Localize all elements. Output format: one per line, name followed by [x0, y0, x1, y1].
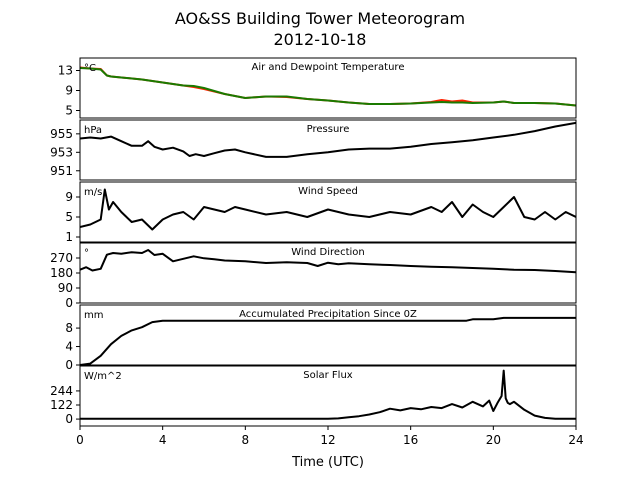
y-tick-label-3-3: 270	[50, 251, 73, 265]
y-tick-label-2-1: 5	[65, 210, 73, 224]
chart-title-line1: AO&SS Building Tower Meteorogram	[175, 9, 465, 28]
x-tick-label-6: 24	[568, 433, 583, 447]
x-axis: 0 4 8 12 16 20 24	[76, 426, 584, 447]
y-tick-label-1-0: 951	[50, 164, 73, 178]
series-line-2-0	[80, 188, 576, 231]
panel-title-1: Pressure	[307, 124, 350, 135]
y-tick-label-3-1: 90	[58, 281, 73, 295]
x-axis-label: Time (UTC)	[291, 455, 364, 470]
panel-title-5: Solar Flux	[303, 370, 353, 381]
y-tick-label-0-2: 13	[58, 64, 73, 78]
y-tick-label-3-2: 180	[50, 266, 73, 280]
y-tick-label-4-2: 8	[65, 321, 73, 335]
panel-title-0: Air and Dewpoint Temperature	[252, 62, 405, 73]
series-line-5-0	[80, 369, 576, 420]
y-tick-label-0-0: 5	[65, 104, 73, 118]
panel-1: 951 953 955 hPa Pressure	[50, 119, 577, 181]
panel-unit-1: hPa	[84, 125, 102, 136]
y-tick-label-3-0: 0	[65, 296, 73, 310]
panel-unit-4: mm	[84, 310, 103, 321]
panel-unit-5: W/m^2	[84, 371, 122, 382]
panel-title-2: Wind Speed	[298, 186, 358, 197]
series-line-4-0	[80, 316, 576, 365]
x-tick-label-3: 12	[320, 433, 335, 447]
y-tick-label-1-1: 953	[50, 145, 73, 159]
panel-frame-0	[79, 57, 577, 119]
panel-2: 1 5 9 m/s Wind Speed	[65, 181, 577, 244]
x-tick-label-4: 16	[403, 433, 418, 447]
panel-4: 0 4 8 mm Accumulated Precipitation Since 0Z	[65, 304, 577, 372]
series-line-0-1	[80, 67, 576, 107]
panel-unit-0: °C	[84, 63, 96, 74]
y-tick-label-2-0: 1	[65, 230, 73, 244]
panel-unit-2: m/s	[84, 187, 102, 198]
y-tick-label-5-0: 0	[65, 412, 73, 426]
panel-unit-3: °	[84, 248, 89, 259]
x-tick-label-2: 8	[242, 433, 250, 447]
y-tick-label-2-2: 9	[65, 190, 73, 204]
y-tick-label-5-1: 122	[50, 398, 73, 412]
y-tick-label-5-2: 244	[50, 384, 73, 398]
panel-frame-4	[79, 304, 577, 366]
x-tick-label-0: 0	[76, 433, 84, 447]
panel-frame-1	[79, 119, 577, 181]
chart-title-line2: 2012-10-18	[274, 30, 367, 49]
y-tick-label-1-2: 955	[50, 127, 73, 141]
panel-0: 5 9 13 °C Air and Dewpoint Temperature	[58, 57, 577, 119]
panel-title-3: Wind Direction	[291, 247, 365, 258]
panel-title-4: Accumulated Precipitation Since 0Z	[239, 309, 417, 320]
series-line-3-0	[80, 249, 576, 274]
x-tick-label-1: 4	[159, 433, 167, 447]
y-tick-label-4-0: 0	[65, 358, 73, 372]
panel-frame-2	[79, 181, 577, 243]
y-tick-label-0-1: 9	[65, 84, 73, 98]
y-tick-label-4-1: 4	[65, 340, 73, 354]
series-line-1-0	[80, 121, 576, 158]
x-tick-label-5: 20	[486, 433, 501, 447]
